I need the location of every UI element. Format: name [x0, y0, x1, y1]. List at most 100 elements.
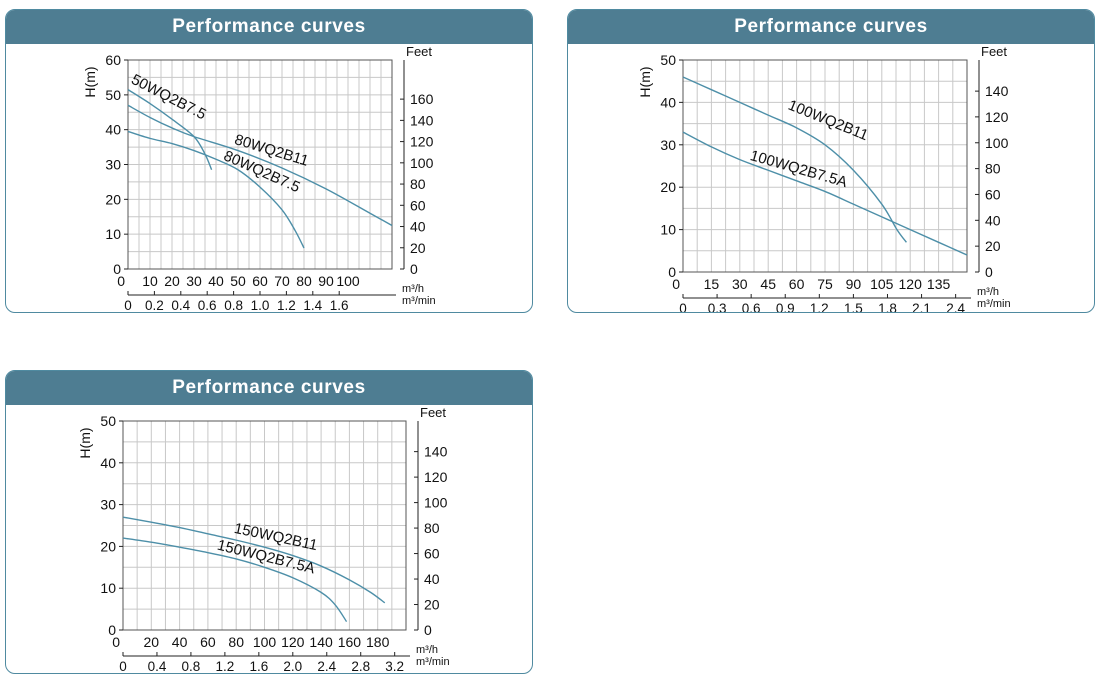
min-tick-label: 0: [124, 298, 132, 312]
feet-tick-label: 20: [410, 240, 426, 256]
min-tick-label: 0.4: [171, 298, 190, 312]
feet-tick-label: 60: [410, 197, 426, 213]
feet-tick-label: 160: [410, 91, 434, 107]
feet-tick-label: 60: [985, 186, 1001, 202]
x-tick-label: 180: [366, 634, 390, 650]
x-tick-label: 60: [252, 273, 268, 289]
min-tick-label: 0.4: [148, 659, 167, 673]
x-zero-label: 0: [672, 276, 680, 292]
feet-axis-label: Feet: [981, 44, 1007, 59]
min-tick-label: 0.8: [182, 659, 201, 673]
feet-tick-label: 40: [985, 212, 1001, 228]
y-tick-label: 30: [100, 497, 116, 513]
y-tick-label: 40: [660, 94, 676, 110]
grid: [682, 59, 968, 273]
min-tick-label: 2.1: [912, 301, 931, 312]
x-tick-label: 30: [732, 276, 748, 292]
x2-axis-label: m³/min: [977, 298, 1011, 310]
y-tick-label: 20: [105, 191, 121, 207]
x-tick-label: 60: [789, 276, 805, 292]
y-tick-label: 30: [105, 157, 121, 173]
y-tick-label: 50: [660, 52, 676, 68]
panel-title: Performance curves: [6, 10, 532, 44]
y-tick-label: 0: [108, 622, 116, 638]
series-line: [127, 130, 305, 249]
feet-tick-label: 80: [410, 176, 426, 192]
performance-panel-1: Performance curves 0 10 20 30 40 50 60 H(m) 0 20 4…: [5, 9, 533, 313]
y-axis-label: H(m): [637, 66, 653, 97]
performance-panel-2: Performance curves 0 10 20 30 40 50 H(m) 0 20 40 6…: [567, 9, 1095, 313]
min-tick-label: 1.6: [249, 659, 268, 673]
min-tick-label: 1.5: [844, 301, 863, 312]
x-tick-label: 45: [760, 276, 776, 292]
series-line: [122, 537, 348, 623]
min-tick-label: 0.9: [776, 301, 795, 312]
feet-tick-label: 120: [985, 109, 1009, 125]
y-tick-label: 0: [668, 264, 676, 280]
panel-title: Performance curves: [6, 371, 532, 405]
x-tick-label: 100: [336, 273, 360, 289]
min-tick-label: 0.6: [198, 298, 217, 312]
min-tick-label: 2.4: [317, 659, 336, 673]
y-tick-label: 30: [660, 137, 676, 153]
x2-axis-label: m³/min: [402, 295, 436, 307]
plot-frame: [682, 59, 968, 273]
x-tick-label: 90: [318, 273, 334, 289]
feet-tick-label: 0: [424, 622, 432, 638]
feet-tick-label: 60: [424, 546, 440, 562]
feet-tick-label: 80: [424, 520, 440, 536]
x-tick-label: 40: [172, 634, 188, 650]
x-tick-label: 30: [186, 273, 202, 289]
series-line: [127, 104, 393, 227]
x-axis-label: m³/h: [416, 644, 438, 656]
feet-axis-label: Feet: [406, 44, 432, 59]
y-tick-label: 40: [105, 122, 121, 138]
y-tick-label: 20: [100, 538, 116, 554]
feet-tick-label: 120: [410, 134, 434, 150]
min-tick-label: 2.4: [946, 301, 965, 312]
x-tick-label: 70: [274, 273, 290, 289]
x-tick-label: 80: [296, 273, 312, 289]
min-tick-label: 1.2: [810, 301, 829, 312]
panel-title: Performance curves: [568, 10, 1094, 44]
feet-tick-label: 20: [985, 238, 1001, 254]
y-tick-label: 60: [105, 52, 121, 68]
feet-tick-label: 100: [424, 495, 448, 511]
feet-tick-label: 0: [410, 261, 418, 277]
x-tick-label: 160: [338, 634, 362, 650]
x-tick-label: 90: [846, 276, 862, 292]
y-tick-label: 10: [100, 580, 116, 596]
min-tick-label: 2.8: [351, 659, 370, 673]
x-zero-label: 0: [117, 273, 125, 289]
y-axis-label: H(m): [82, 66, 98, 97]
feet-tick-label: 140: [410, 112, 434, 128]
min-tick-label: 0: [119, 659, 127, 673]
x-tick-label: 20: [164, 273, 180, 289]
min-tick-label: 1.6: [330, 298, 349, 312]
feet-tick-label: 40: [410, 219, 426, 235]
x-tick-label: 50: [230, 273, 246, 289]
x-tick-label: 120: [899, 276, 923, 292]
feet-tick-label: 0: [985, 264, 993, 280]
feet-tick-label: 40: [424, 571, 440, 587]
y-tick-label: 10: [660, 222, 676, 238]
x-tick-label: 135: [927, 276, 951, 292]
min-tick-label: 3.2: [385, 659, 404, 673]
min-tick-label: 0.3: [708, 301, 727, 312]
x-tick-label: 140: [309, 634, 333, 650]
series-line: [122, 516, 386, 604]
x-axis-label: m³/h: [402, 283, 424, 295]
x-tick-label: 40: [208, 273, 224, 289]
x-axis-label: m³/h: [977, 286, 999, 298]
x-tick-label: 75: [817, 276, 833, 292]
x-tick-label: 10: [142, 273, 158, 289]
x-zero-label: 0: [112, 634, 120, 650]
min-tick-label: 1.0: [251, 298, 270, 312]
y-tick-label: 50: [100, 413, 116, 429]
feet-tick-label: 140: [985, 83, 1009, 99]
feet-tick-label: 20: [424, 597, 440, 613]
feet-axis-label: Feet: [420, 405, 446, 420]
min-tick-label: 0.2: [145, 298, 164, 312]
feet-tick-label: 140: [424, 444, 448, 460]
